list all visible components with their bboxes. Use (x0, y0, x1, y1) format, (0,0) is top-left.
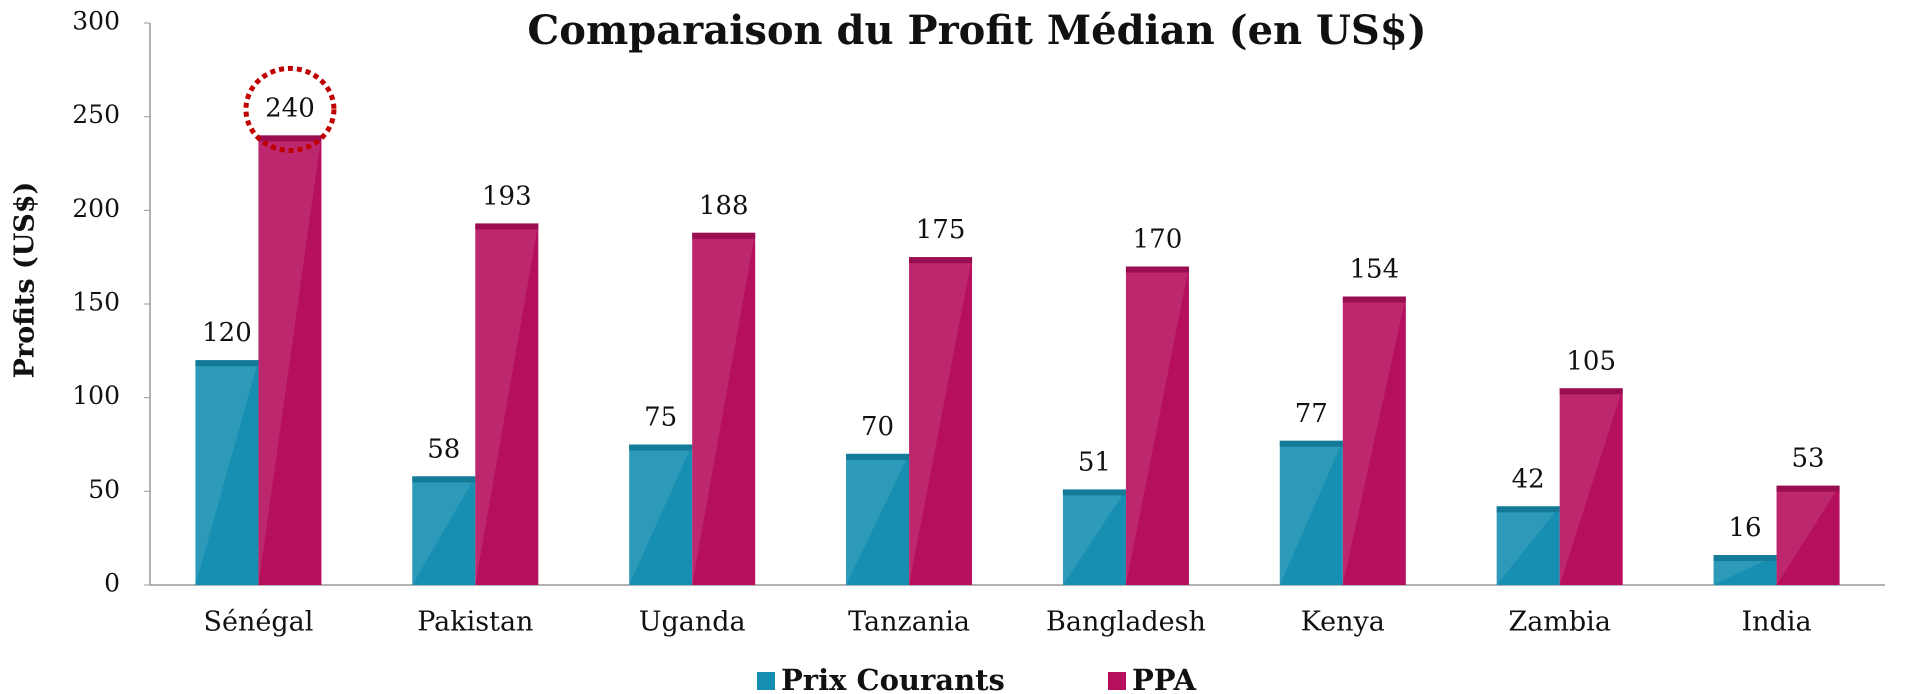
bar (909, 257, 973, 585)
bar-highlight (1125, 266, 1189, 585)
y-tick-label: 100 (72, 381, 120, 410)
bar-cap (195, 360, 259, 367)
data-label: 42 (1512, 464, 1545, 494)
y-axis-label: Profits (US$) (10, 182, 41, 379)
chart-title: Comparaison du Profit Médian (en US$) (527, 7, 1426, 54)
bar-highlight (909, 257, 973, 585)
y-tick-label: 0 (104, 569, 120, 598)
legend-label: PPA (1132, 663, 1197, 694)
bar (1342, 296, 1406, 585)
data-label: 240 (265, 93, 315, 123)
legend-swatch (1108, 672, 1126, 690)
data-label: 154 (1349, 255, 1399, 285)
bar-cap (1496, 506, 1560, 513)
x-tick-label: Zambia (1508, 607, 1610, 638)
bar (412, 476, 476, 585)
bar (195, 360, 259, 585)
bar (475, 223, 539, 586)
bar-cap (692, 232, 756, 239)
data-label: 170 (1133, 225, 1183, 255)
bar (1559, 388, 1623, 585)
bar-cap (909, 257, 973, 264)
bar-cap (846, 453, 910, 460)
bar-cap (1776, 485, 1840, 492)
data-label: 120 (202, 318, 252, 348)
bar-highlight (1062, 489, 1126, 585)
bar (629, 444, 693, 585)
bar-highlight (1776, 485, 1840, 585)
bar (846, 453, 910, 585)
bar (1496, 506, 1560, 585)
highlight-circle (243, 65, 337, 153)
legend-swatch (757, 672, 775, 690)
x-tick-label: Tanzania (848, 607, 970, 638)
bar-highlight (846, 453, 910, 585)
bar (1125, 266, 1189, 585)
bar (1279, 440, 1343, 585)
y-tick-label: 200 (72, 194, 120, 223)
data-label: 175 (916, 215, 966, 245)
data-label: 75 (644, 403, 677, 433)
x-tick-label: Sénégal (204, 607, 314, 638)
x-tick-label: Uganda (639, 607, 746, 638)
bar-highlight (1559, 388, 1623, 585)
y-tick-label: 250 (72, 100, 120, 129)
bar-cap (1279, 440, 1343, 447)
bar-highlight (1279, 440, 1343, 585)
bar-cap (412, 476, 476, 483)
x-tick-label: Kenya (1301, 607, 1385, 638)
data-label: 51 (1078, 447, 1111, 477)
bar-highlight (629, 444, 693, 585)
y-tick-label: 300 (72, 7, 120, 36)
data-label: 188 (699, 191, 749, 221)
data-label: 58 (427, 434, 460, 464)
data-label: 193 (482, 181, 532, 211)
data-label: 77 (1295, 399, 1328, 429)
bar (258, 135, 322, 585)
bar-highlight (1342, 296, 1406, 585)
bar-cap (1062, 489, 1126, 496)
bar-highlight (475, 223, 539, 586)
bar-highlight (412, 476, 476, 585)
data-label: 53 (1792, 444, 1825, 474)
data-label: 16 (1729, 513, 1762, 543)
bar-cap (1342, 296, 1406, 303)
bar-cap (1125, 266, 1189, 273)
data-label: 70 (861, 412, 894, 442)
bar-cap (1559, 388, 1623, 395)
x-tick-label: India (1742, 607, 1812, 638)
x-tick-label: Pakistan (417, 607, 533, 638)
bar-highlight (258, 135, 322, 585)
bar (1776, 485, 1840, 585)
bar (692, 232, 756, 585)
y-tick-label: 50 (88, 475, 120, 504)
data-label: 105 (1566, 346, 1616, 376)
bar (1062, 489, 1126, 585)
bar-highlight (195, 360, 259, 585)
bar-highlight (692, 232, 756, 585)
bar-cap (258, 135, 322, 142)
legend-label: Prix Courants (781, 663, 1005, 694)
bar-highlight (1713, 555, 1777, 585)
bar-highlight (1496, 506, 1560, 585)
x-tick-label: Bangladesh (1046, 607, 1206, 638)
bar-cap (629, 444, 693, 451)
bar-cap (475, 223, 539, 230)
bar-cap (1713, 555, 1777, 562)
y-tick-label: 150 (72, 288, 120, 317)
